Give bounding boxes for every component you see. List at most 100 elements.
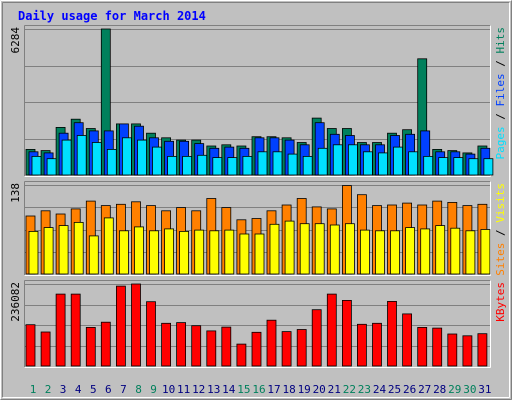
bar-visits-day-21	[329, 224, 340, 275]
bar-visits-day-28	[435, 225, 446, 275]
bar-visits-day-15	[239, 233, 250, 275]
bar-visits-day-31	[480, 229, 491, 275]
bar-kbytes-day-7	[116, 285, 126, 367]
bar-kbytes-day-14	[221, 326, 232, 367]
bar-kbytes-day-9	[146, 301, 156, 367]
bar-kbytes-day-3	[55, 293, 66, 367]
legend-kbytes: KBytes	[494, 282, 507, 322]
bar-visits-day-6	[103, 217, 114, 275]
bar-visits-day-16	[254, 233, 265, 275]
bar-pages-day-9	[152, 146, 162, 176]
bar-pages-day-15	[242, 155, 253, 176]
bar-pages-day-31	[483, 158, 494, 176]
x-tick-label: 30	[463, 383, 476, 396]
bar-visits-day-29	[450, 227, 461, 275]
bar-visits-day-18	[284, 220, 295, 275]
bar-visits-day-30	[465, 230, 476, 275]
bar-visits-day-10	[164, 228, 175, 275]
bar-kbytes-day-15	[236, 343, 247, 367]
x-tick-label: 28	[433, 383, 446, 396]
legend-entry: Visits	[494, 183, 507, 223]
bar-kbytes-day-23	[356, 323, 367, 367]
legend-entry: Files	[494, 73, 507, 106]
bar-pages-day-27	[423, 155, 434, 176]
bar-kbytes-day-17	[266, 319, 277, 367]
bar-pages-day-24	[378, 152, 388, 176]
x-tick-label: 16	[252, 383, 265, 396]
panel-hits-files-pages: 6284 Pages / Files / Hits	[9, 25, 507, 177]
bar-visits-day-8	[134, 226, 144, 275]
bar-pages-day-10	[167, 155, 178, 176]
bar-pages-day-21	[332, 144, 343, 176]
x-tick-label: 10	[162, 383, 175, 396]
max-label-kbytes: 236082	[9, 282, 22, 322]
bar-kbytes-day-28	[432, 327, 443, 367]
x-tick-label: 12	[192, 383, 205, 396]
legend-entry: Sites	[494, 243, 507, 276]
bar-pages-day-14	[227, 157, 238, 176]
bar-visits-day-23	[359, 229, 370, 275]
x-tick-label: 1	[30, 383, 37, 396]
bar-kbytes-day-26	[402, 313, 413, 367]
x-tick-label: 2	[45, 383, 52, 396]
bar-pages-day-19	[302, 155, 313, 176]
bar-pages-day-1	[31, 155, 42, 176]
x-tick-label: 13	[207, 383, 220, 396]
bar-visits-day-26	[405, 227, 416, 275]
bar-visits-day-24	[375, 230, 385, 275]
bar-visits-day-12	[194, 229, 205, 275]
x-tick-label: 17	[267, 383, 280, 396]
bar-visits-day-25	[390, 230, 400, 275]
bar-kbytes-day-8	[131, 283, 141, 367]
panel-sites-visits: 138 Sites / Visits	[9, 181, 507, 276]
bar-pages-day-3	[61, 139, 72, 176]
bar-visits-day-17	[269, 223, 280, 275]
bar-visits-day-20	[314, 223, 325, 275]
bar-visits-day-3	[58, 225, 69, 275]
max-label-sites-visits: 138	[9, 183, 22, 203]
bar-kbytes-day-11	[176, 322, 187, 367]
legend-hits-files-pages: Pages / Files / Hits	[494, 27, 507, 160]
x-tick-label: 18	[282, 383, 295, 396]
bar-visits-day-4	[73, 221, 84, 275]
bar-pages-day-8	[137, 139, 147, 176]
bar-visits-day-11	[179, 230, 190, 275]
x-tick-label: 5	[90, 383, 97, 396]
bar-pages-day-22	[347, 144, 358, 176]
bar-visits-day-22	[344, 223, 355, 275]
x-tick-label: 31	[478, 383, 491, 396]
bar-kbytes-day-24	[372, 322, 382, 367]
bar-kbytes-day-30	[462, 335, 473, 367]
bar-kbytes-day-4	[70, 293, 81, 367]
legend-entry: Hits	[494, 27, 507, 54]
x-tick-label: 4	[75, 383, 82, 396]
bar-visits-day-27	[420, 228, 431, 275]
x-tick-label: 26	[403, 383, 416, 396]
legend-entry: /	[494, 223, 507, 243]
x-tick-label: 22	[343, 383, 356, 396]
x-tick-label: 23	[358, 383, 371, 396]
bar-pages-day-16	[257, 151, 268, 176]
legend-entry: /	[494, 54, 507, 74]
x-tick-label: 25	[388, 383, 401, 396]
bar-pages-day-30	[468, 158, 479, 176]
x-tick-label: 21	[328, 383, 341, 396]
bar-kbytes-day-5	[85, 326, 96, 367]
bar-kbytes-day-27	[417, 326, 428, 367]
bar-visits-day-7	[119, 230, 129, 275]
x-tick-label: 14	[222, 383, 236, 396]
bar-visits-day-5	[88, 235, 99, 275]
max-label-hits-files-pages: 6284	[9, 27, 22, 54]
legend-entry: KBytes	[494, 282, 507, 322]
bar-kbytes-day-16	[251, 331, 262, 367]
legend-entry: /	[494, 107, 507, 127]
x-axis: 1 2 3 4 5 6 7 8 9 10 11 12 13 14 15 16 17 18 19 20 21 22 23 24 2…	[30, 383, 492, 396]
bar-kbytes-day-21	[326, 293, 337, 367]
chart-panels: 6284 Pages / Files / Hits 138 Sites / Visit…	[9, 25, 507, 368]
x-tick-label: 19	[298, 383, 311, 396]
bar-visits-day-13	[209, 230, 220, 275]
bar-visits-day-1	[28, 230, 39, 275]
bar-kbytes-day-22	[341, 299, 352, 367]
bar-pages-day-4	[76, 135, 87, 176]
bar-kbytes-day-19	[296, 329, 307, 367]
